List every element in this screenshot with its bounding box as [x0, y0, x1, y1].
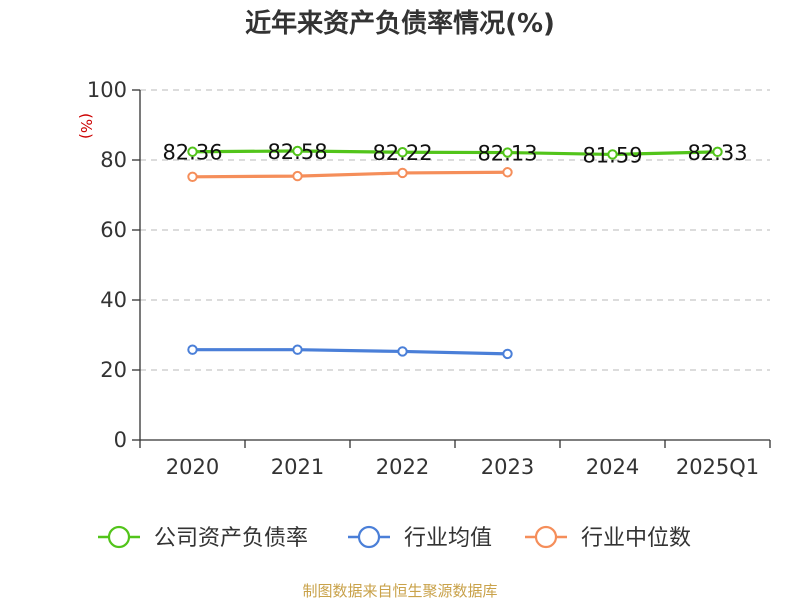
legend: 公司资产负债率 行业均值 行业中位数	[98, 525, 691, 551]
legend-label: 公司资产负债率	[154, 526, 308, 551]
data-label: 82.58	[267, 140, 327, 164]
series-lines	[187, 145, 723, 360]
data-point	[292, 344, 303, 355]
data-point	[187, 171, 198, 183]
x-tick-label: 2022	[376, 455, 429, 479]
data-labels: 82.36 82.58 82.22 82.13 81.59 82.33	[162, 140, 747, 167]
series-line	[192, 149, 718, 157]
x-tick-label: 2023	[481, 455, 534, 479]
source-note: 制图数据来自恒生聚源数据库	[302, 582, 497, 600]
data-point	[187, 344, 198, 355]
series-line	[192, 170, 508, 179]
legend-item: 行业中位数	[525, 525, 691, 551]
data-point	[187, 146, 198, 157]
data-point	[607, 149, 618, 160]
x-tick-label: 2024	[586, 455, 639, 479]
legend-marker	[357, 525, 381, 549]
data-point	[397, 346, 408, 357]
data-label: 82.33	[687, 141, 747, 165]
data-label: 82.36	[162, 141, 222, 165]
y-tick-label: 60	[100, 218, 127, 242]
data-point	[292, 170, 303, 182]
series-line	[192, 348, 508, 356]
legend-item: 公司资产负债率	[98, 525, 308, 551]
series-行业中位数	[187, 167, 513, 183]
x-tick-label: 2025Q1	[676, 455, 759, 479]
data-point	[292, 145, 303, 157]
legend-marker	[107, 525, 131, 549]
series-行业均值	[187, 344, 513, 360]
data-point	[502, 167, 513, 178]
x-tick-label: 2021	[271, 455, 324, 479]
data-point	[397, 147, 408, 158]
legend-marker	[534, 525, 558, 549]
data-point	[712, 146, 723, 158]
y-tick-label: 0	[114, 428, 127, 452]
y-tick-label: 20	[100, 358, 127, 382]
data-point	[502, 348, 513, 360]
y-tick-label: 40	[100, 288, 127, 312]
data-point	[397, 167, 408, 179]
legend-item: 行业均值	[348, 525, 492, 551]
x-tick-label: 2020	[166, 455, 219, 479]
legend-label: 行业中位数	[581, 526, 691, 551]
chart-title: 近年来资产负债率情况(%)	[245, 8, 555, 39]
data-label: 82.22	[372, 141, 432, 165]
grid-lines	[140, 89, 770, 371]
data-label: 82.13	[477, 142, 537, 166]
y-tick-label: 80	[100, 148, 127, 172]
series-公司资产负债率	[187, 145, 723, 160]
y-tick-label: 100	[87, 78, 127, 102]
data-label: 81.59	[582, 143, 642, 167]
y-axis-unit: (%)	[77, 113, 95, 139]
axes: 0 20 40 60 80 100 2020 2021 2022 2023 2024 2025Q1	[87, 78, 771, 479]
data-point	[502, 147, 513, 158]
legend-label: 行业均值	[404, 526, 492, 551]
